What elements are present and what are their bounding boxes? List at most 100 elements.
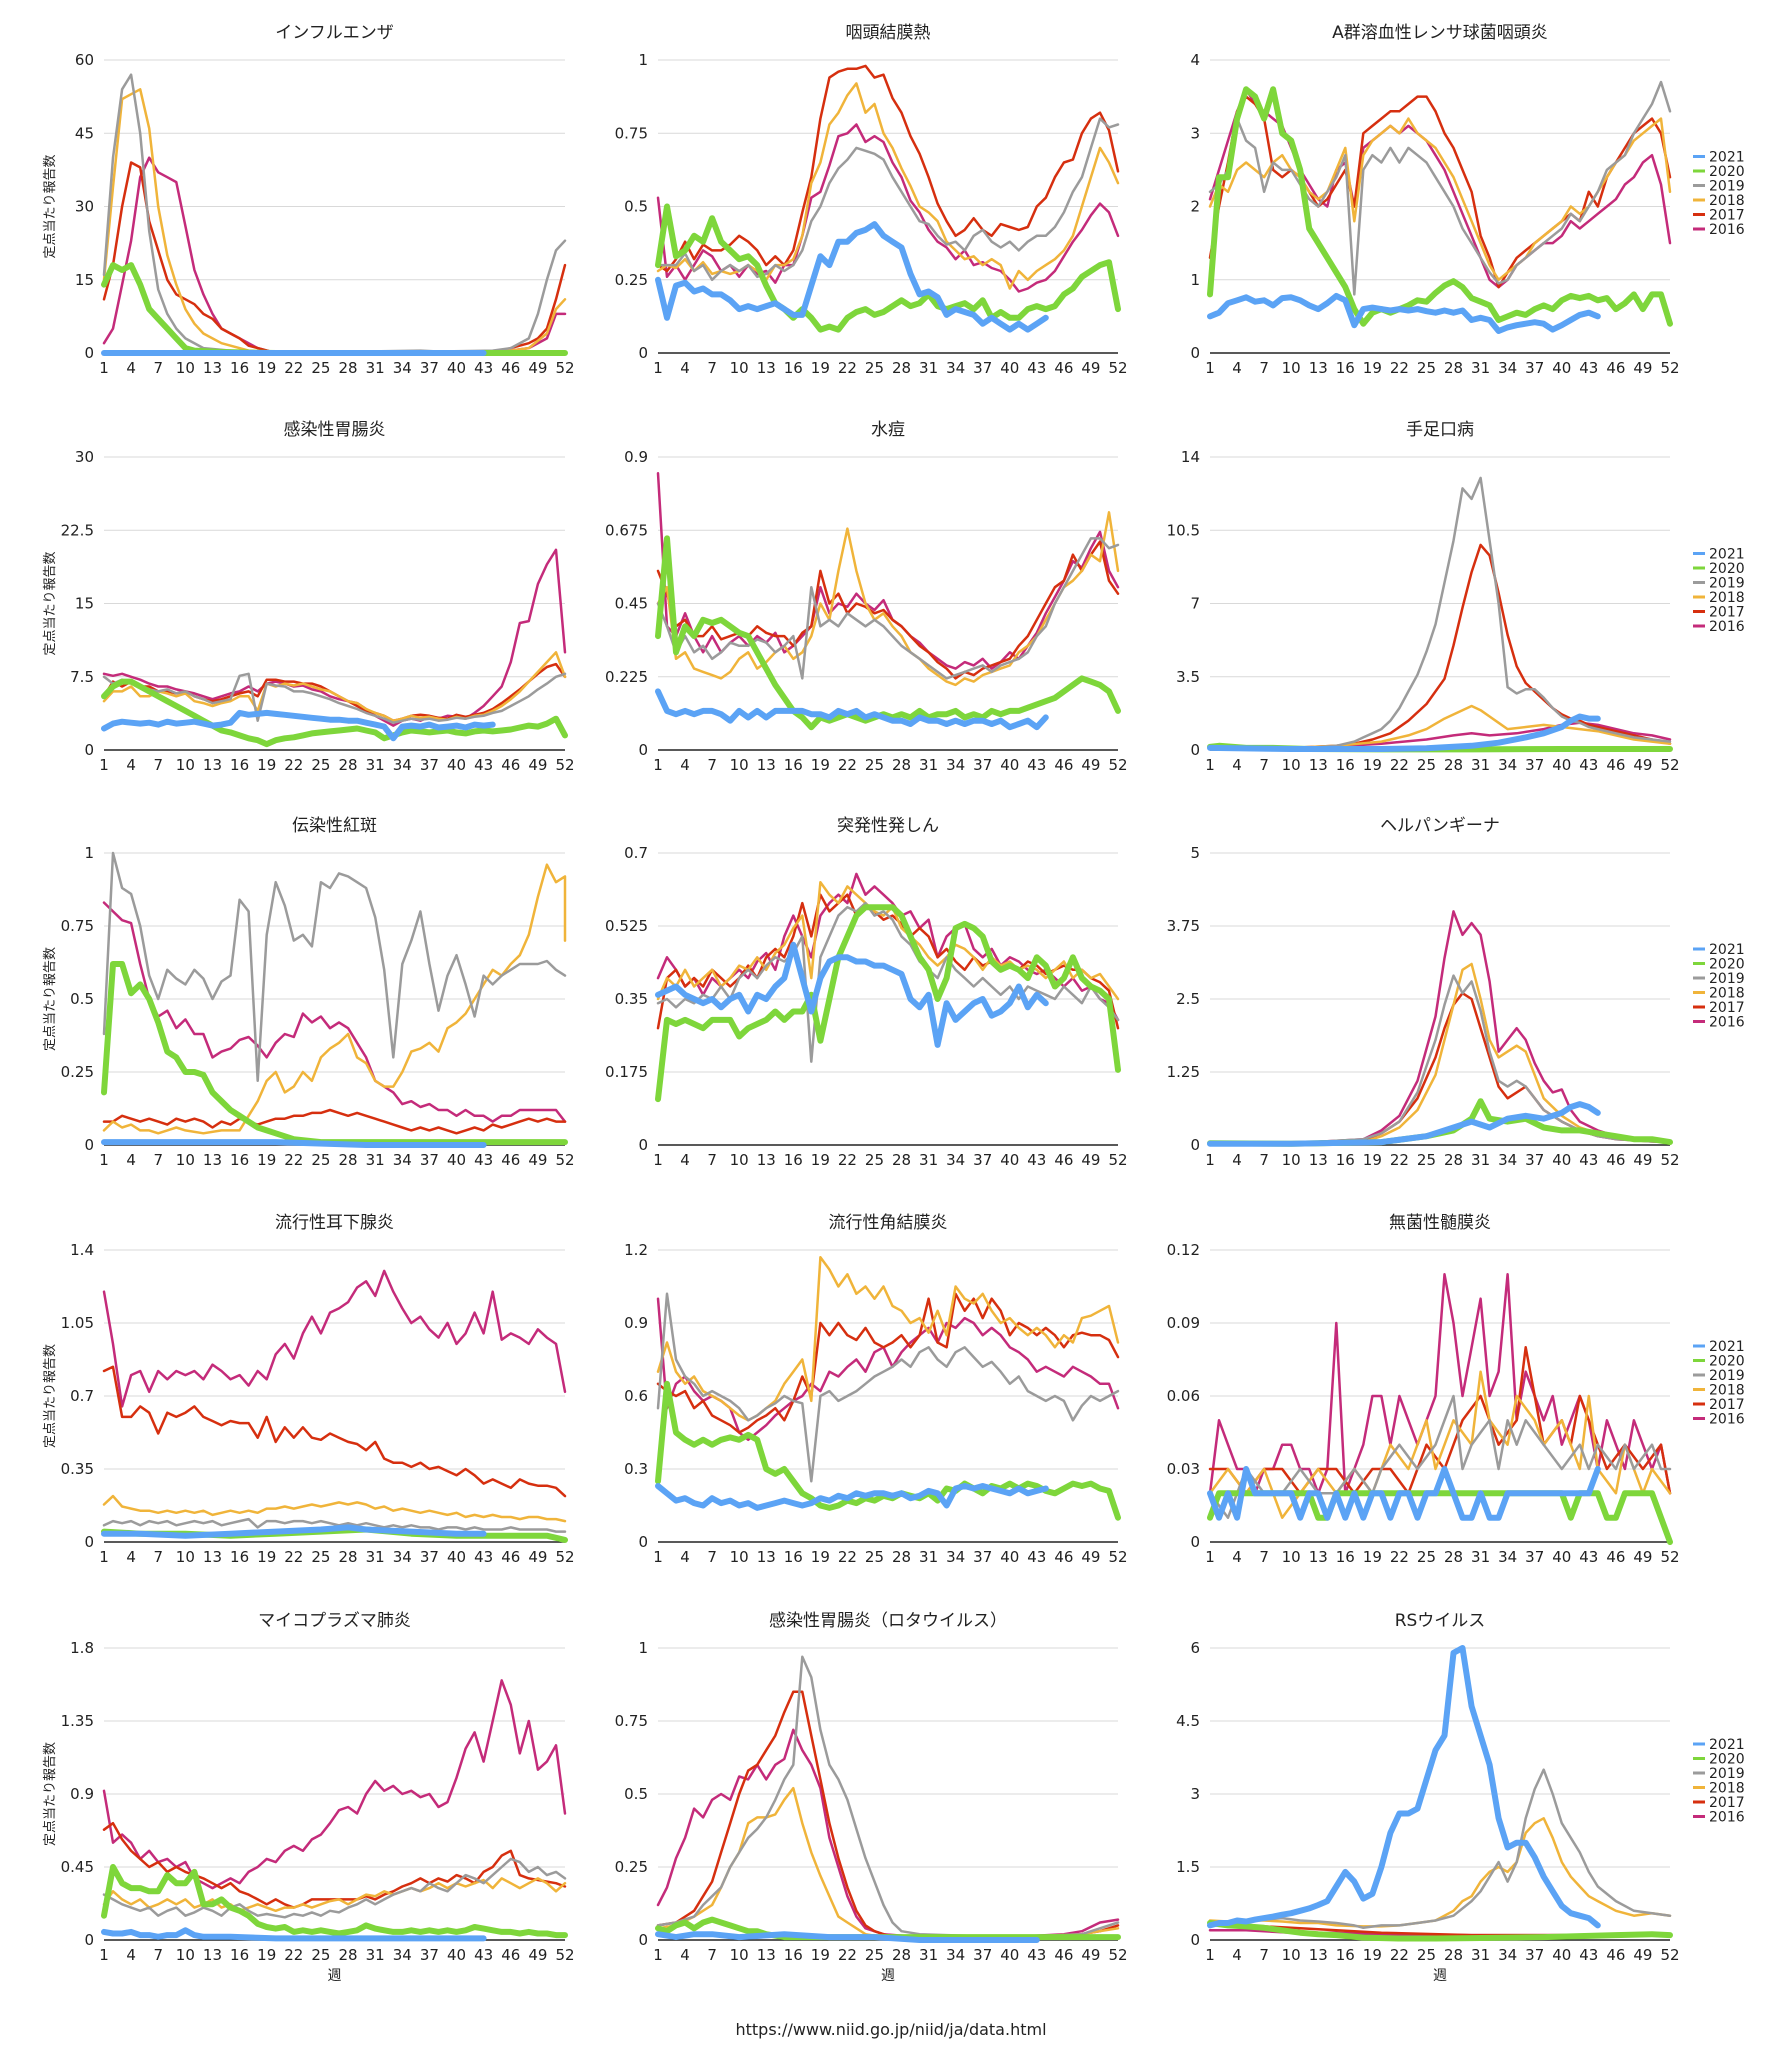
y-tick-label: 45: [75, 124, 94, 142]
x-tick-label: 4: [1232, 359, 1242, 377]
x-tick-label: 7: [707, 1151, 717, 1169]
series-line-2017: [102, 161, 567, 355]
series-line-2019: [656, 537, 1120, 680]
x-tick-label: 4: [680, 359, 690, 377]
x-tick-label: 7: [707, 1548, 717, 1566]
x-tick-label: 43: [1579, 1548, 1598, 1566]
x-tick-label: 46: [501, 1946, 520, 1964]
x-tick-label: 13: [757, 756, 776, 774]
y-tick-label: 3.5: [1176, 668, 1200, 686]
y-tick-label: 6: [1190, 1639, 1200, 1657]
x-tick-label: 13: [757, 1151, 776, 1169]
series-line-2020: [101, 1864, 568, 1939]
y-tick-label: 0.7: [70, 1387, 94, 1405]
x-tick-label: 4: [1232, 1151, 1242, 1169]
x-tick-label: 13: [203, 1151, 222, 1169]
series-line-2018: [656, 1256, 1120, 1422]
legend-label: 2018: [1709, 590, 1745, 606]
x-tick-label: 22: [1390, 359, 1409, 377]
x-tick-label: 25: [865, 1946, 884, 1964]
x-tick-label: 28: [892, 359, 911, 377]
x-tick-label: 16: [784, 1548, 803, 1566]
x-tick-label: 34: [1498, 1946, 1517, 1964]
y-tick-label: 0: [638, 1136, 648, 1154]
series-line-2017: [656, 540, 1120, 680]
y-tick-label: 0.35: [61, 1460, 94, 1478]
series-line-2017: [656, 1292, 1120, 1434]
x-axis-label: 週: [1433, 1968, 1447, 1984]
x-tick-label: 31: [366, 359, 385, 377]
x-tick-label: 7: [153, 1946, 163, 1964]
x-tick-label: 16: [784, 1946, 803, 1964]
x-tick-label: 46: [1054, 756, 1073, 774]
y-axis-label: 定点当たり報告数: [43, 1742, 58, 1846]
x-tick-label: 16: [1336, 1946, 1355, 1964]
x-tick-label: 43: [1579, 756, 1598, 774]
y-tick-label: 4.5: [1176, 1712, 1200, 1730]
series-line-2018: [656, 82, 1120, 290]
x-tick-label: 19: [257, 1151, 276, 1169]
legend-label: 2016: [1709, 222, 1745, 238]
legend-label: 2016: [1709, 1015, 1745, 1031]
x-tick-label: 52: [555, 1946, 574, 1964]
source-url[interactable]: https://www.niid.go.jp/niid/ja/data.html: [735, 2020, 1046, 2039]
x-tick-label: 49: [528, 756, 547, 774]
x-tick-label: 52: [1108, 359, 1127, 377]
legend-label: 2019: [1709, 179, 1745, 195]
x-tick-label: 34: [946, 756, 965, 774]
x-tick-label: 43: [1579, 1946, 1598, 1964]
x-tick-label: 37: [420, 1151, 439, 1169]
x-tick-label: 37: [420, 756, 439, 774]
x-tick-label: 7: [707, 1946, 717, 1964]
x-tick-label: 34: [1498, 1548, 1517, 1566]
y-tick-label: 0.12: [1167, 1241, 1200, 1259]
x-tick-label: 52: [1660, 1548, 1679, 1566]
y-tick-label: 0: [1190, 1533, 1200, 1551]
series-line-2016: [656, 123, 1120, 293]
x-tick-label: 52: [555, 1151, 574, 1169]
y-tick-label: 0.75: [615, 1712, 648, 1730]
x-tick-label: 16: [230, 359, 249, 377]
chart-title: 流行性角結膜炎: [829, 1213, 948, 1233]
x-tick-label: 34: [393, 1548, 412, 1566]
x-tick-label: 25: [311, 1151, 330, 1169]
x-tick-label: 37: [420, 1946, 439, 1964]
chart-title: ヘルパンギーナ: [1380, 816, 1500, 836]
x-tick-label: 13: [757, 1946, 776, 1964]
legend-label: 2017: [1709, 605, 1745, 621]
chart-title: 伝染性紅斑: [292, 816, 377, 836]
series-line-2021: [101, 1524, 487, 1539]
chart-title: A群溶血性レンサ球菌咽頭炎: [1332, 23, 1548, 43]
y-tick-label: 0.75: [61, 917, 94, 935]
x-tick-label: 46: [1054, 1151, 1073, 1169]
series-line-2017: [102, 1108, 567, 1135]
y-tick-label: 0: [84, 1136, 94, 1154]
x-tick-label: 49: [1633, 1946, 1652, 1964]
series-line-2020: [101, 961, 568, 1146]
series-line-2019: [102, 672, 567, 724]
x-tick-label: 10: [730, 1151, 749, 1169]
x-tick-label: 31: [919, 359, 938, 377]
x-tick-label: 46: [501, 359, 520, 377]
series-line-2021: [1207, 713, 1601, 752]
x-tick-label: 34: [946, 1946, 965, 1964]
series-line-2017: [1208, 991, 1672, 1145]
x-tick-label: 52: [1660, 1946, 1679, 1964]
series-line-2019: [102, 73, 567, 355]
legend-label: 2018: [1709, 986, 1745, 1002]
legend-label: 2019: [1709, 576, 1745, 592]
y-tick-label: 0.5: [70, 990, 94, 1008]
x-tick-label: 49: [528, 1151, 547, 1169]
x-tick-label: 16: [230, 1548, 249, 1566]
series-line-2018: [102, 651, 567, 722]
x-tick-label: 34: [946, 1548, 965, 1566]
series-line-2017: [102, 1365, 567, 1498]
series-line-2019: [656, 901, 1120, 1063]
y-tick-label: 22.5: [61, 521, 94, 539]
x-tick-label: 43: [1027, 1946, 1046, 1964]
x-tick-label: 52: [1108, 756, 1127, 774]
x-tick-label: 4: [126, 1548, 136, 1566]
